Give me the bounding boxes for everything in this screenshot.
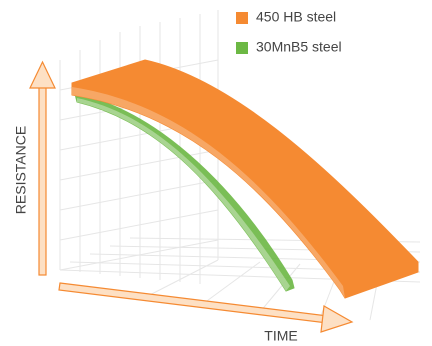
y-axis-arrow bbox=[29, 60, 56, 276]
legend-label: 30MnB5 steel bbox=[256, 39, 342, 55]
x-arrowhead bbox=[320, 305, 354, 333]
ribbons bbox=[71, 59, 419, 299]
ribbon-450hb bbox=[71, 59, 419, 299]
legend-swatch bbox=[236, 42, 248, 54]
y-arrowhead bbox=[29, 60, 56, 89]
legend: 450 HB steel 30MnB5 steel bbox=[236, 9, 342, 55]
legend-label: 450 HB steel bbox=[256, 9, 336, 25]
x-axis-arrow bbox=[58, 282, 354, 333]
ribbon-30mnb5 bbox=[74, 93, 295, 292]
y-axis-label: RESISTANCE bbox=[13, 126, 29, 214]
legend-swatch bbox=[236, 12, 248, 24]
x-axis-label: TIME bbox=[264, 328, 297, 344]
y-arrow-shaft bbox=[38, 84, 47, 276]
